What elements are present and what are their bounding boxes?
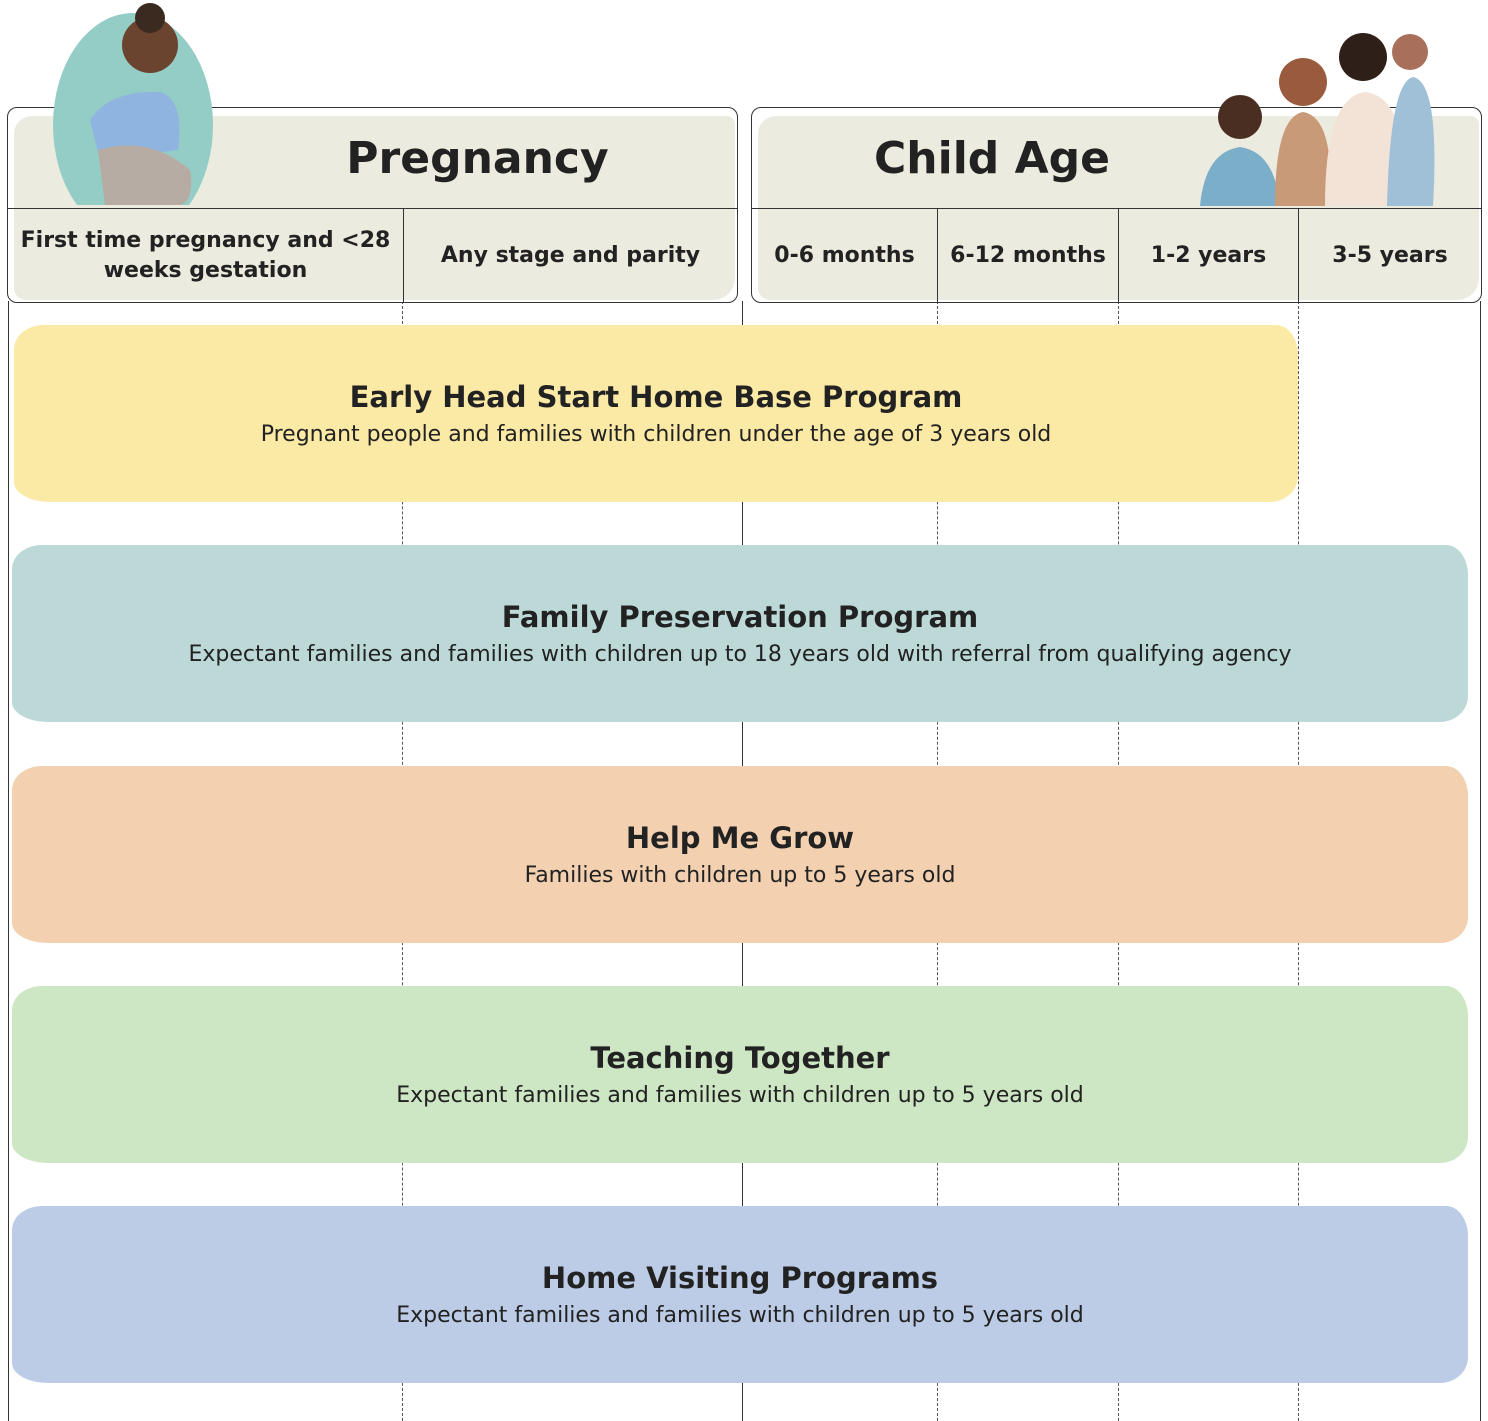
column-label: 3-5 years [1298, 209, 1481, 303]
column-label: First time pregnancy and <28 weeks gesta… [20, 228, 391, 283]
group-title: Pregnancy [346, 132, 609, 184]
family-illustration [1200, 33, 1435, 206]
divider-line [1480, 301, 1481, 1421]
column-label: 0-6 months [774, 243, 915, 268]
column-row: 0-6 months 6-12 months 1-2 years 3-5 yea… [752, 208, 1481, 303]
program-name: Help Me Grow [625, 821, 855, 855]
column-label: 1-2 years [1118, 209, 1298, 303]
program-name: Family Preservation Program [501, 600, 979, 634]
program-description: Expectant families and families with chi… [396, 1083, 1084, 1108]
program-description: Families with children up to 5 years old [524, 863, 956, 888]
column-row: First time pregnancy and <28 weeks gesta… [8, 208, 737, 303]
program-band: Family Preservation Program Expectant fa… [12, 545, 1468, 722]
program-name: Teaching Together [590, 1041, 890, 1075]
program-band: Teaching Together Expectant families and… [12, 986, 1468, 1163]
program-description: Expectant families and families with chi… [188, 642, 1292, 667]
column-label: 6-12 months [937, 209, 1118, 303]
group-title: Child Age [874, 132, 1110, 184]
program-band: Help Me Grow Families with children up t… [12, 766, 1468, 943]
program-name: Early Head Start Home Base Program [349, 380, 963, 414]
program-description: Pregnant people and families with childr… [260, 422, 1052, 447]
program-name: Home Visiting Programs [541, 1261, 939, 1295]
column-label: Any stage and parity [403, 209, 737, 303]
divider-line [8, 301, 9, 1421]
program-description: Expectant families and families with chi… [396, 1303, 1084, 1328]
program-band: Home Visiting Programs Expectant familie… [12, 1206, 1468, 1383]
pregnant-illustration [53, 3, 213, 205]
program-band: Early Head Start Home Base Program Pregn… [14, 325, 1298, 502]
